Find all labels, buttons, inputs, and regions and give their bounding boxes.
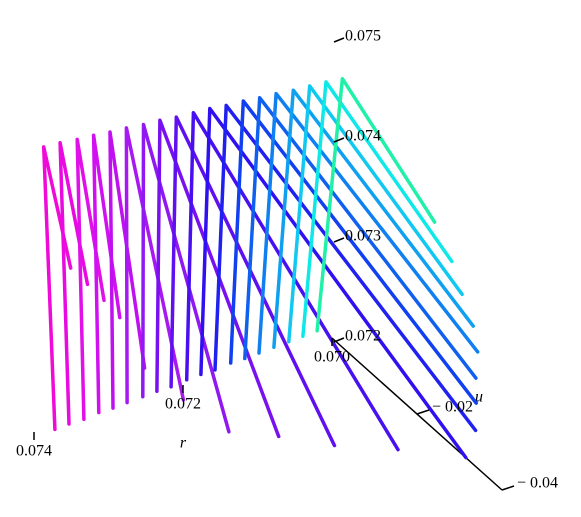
z-tick-label: 0.073 xyxy=(345,228,381,245)
curve xyxy=(184,110,400,452)
z-tick-label: 0.075 xyxy=(345,28,381,45)
y-tick-label: − 0.02 xyxy=(432,399,473,416)
curve xyxy=(213,103,478,433)
curve xyxy=(301,80,454,338)
y-tick xyxy=(416,409,430,415)
z-tick-label: 0.072 xyxy=(345,328,381,345)
curve xyxy=(272,88,475,350)
curve xyxy=(155,118,281,439)
x-axis-label: r xyxy=(180,435,187,452)
z-tick xyxy=(333,237,345,243)
curve xyxy=(243,96,478,380)
y-tick xyxy=(501,485,515,491)
x-tick-label: 0.072 xyxy=(165,396,201,413)
curve xyxy=(228,99,478,405)
z-tick xyxy=(333,137,345,143)
z-tick xyxy=(333,337,345,343)
curve xyxy=(124,126,186,405)
curve xyxy=(257,91,480,355)
curve xyxy=(108,130,147,410)
curve xyxy=(169,115,337,448)
curve xyxy=(141,122,231,434)
y-tick-label: − 0.04 xyxy=(517,475,558,492)
z-tick-label: 0.074 xyxy=(345,128,381,145)
z-tick xyxy=(333,37,345,43)
x-tick-label: 0.070 xyxy=(314,349,350,366)
y-axis-label: u xyxy=(475,389,483,406)
curve xyxy=(287,84,464,344)
x-tick-label: 0.074 xyxy=(16,443,52,460)
curve xyxy=(199,106,468,460)
curve xyxy=(315,76,437,333)
